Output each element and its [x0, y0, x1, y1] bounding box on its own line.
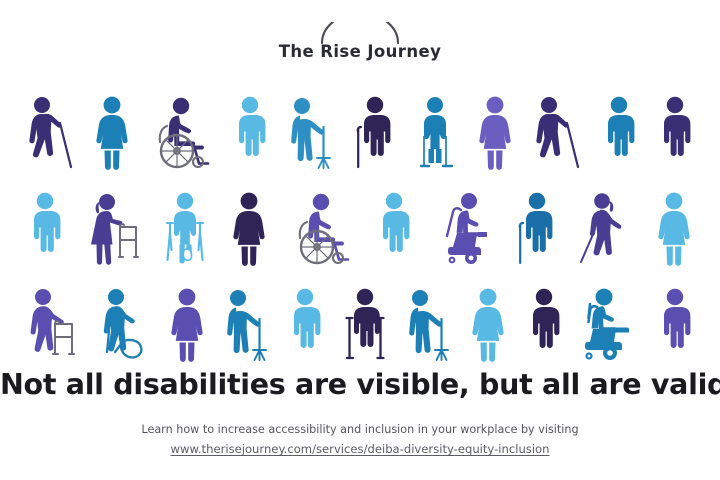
person-standing-with-cane — [352, 74, 396, 170]
person-with-crutches-and-cast — [162, 170, 208, 266]
person-bending-with-walking-aid — [288, 74, 334, 170]
pictogram-row-2 — [26, 170, 694, 266]
person-bending-with-walking-aid — [406, 266, 452, 362]
person-standing-male — [26, 170, 64, 266]
girl-with-walker — [86, 170, 140, 266]
person-in-power-wheelchair — [435, 170, 493, 266]
pictogram-grid — [26, 74, 694, 362]
person-bending-with-walking-aid — [224, 266, 270, 362]
person-with-walker-frame — [26, 266, 80, 362]
pictogram-row-1 — [26, 74, 694, 170]
person-standing-male — [656, 74, 694, 170]
person-standing-male — [656, 266, 694, 362]
person-standing-with-cane — [514, 170, 558, 266]
person-standing-male — [375, 170, 413, 266]
headline-text: Not all disabilities are visible, but al… — [0, 368, 720, 401]
person-standing-female — [167, 266, 207, 362]
subtext-block: Learn how to increase accessibility and … — [0, 424, 720, 456]
person-standing-female — [654, 170, 694, 266]
person-standing-female — [468, 266, 508, 362]
person-walking-with-cane — [26, 74, 74, 170]
person-with-guide-dog — [97, 266, 151, 362]
person-with-leg-braces — [414, 74, 456, 170]
website-link[interactable]: www.therisejourney.com/services/deiba-di… — [170, 442, 550, 457]
brand-logo: The Rise Journey — [0, 11, 720, 68]
person-walking-with-long-cane — [533, 74, 581, 170]
person-standing-male — [286, 266, 324, 362]
person-with-crutches — [341, 266, 389, 362]
person-standing-male — [600, 74, 638, 170]
person-in-power-wheelchair — [579, 266, 639, 362]
pictogram-row-3 — [26, 266, 694, 362]
person-standing-female — [475, 74, 515, 170]
person-standing-male — [525, 266, 563, 362]
person-standing-female — [229, 170, 269, 266]
woman-walking-with-white-cane — [580, 170, 632, 266]
brand-logo-text: The Rise Journey — [278, 42, 442, 61]
person-in-manual-wheelchair — [291, 170, 353, 266]
person-standing-male — [231, 74, 269, 170]
subtext-line: Learn how to increase accessibility and … — [141, 423, 579, 436]
person-in-manual-wheelchair — [151, 74, 213, 170]
person-standing-female — [92, 74, 132, 170]
